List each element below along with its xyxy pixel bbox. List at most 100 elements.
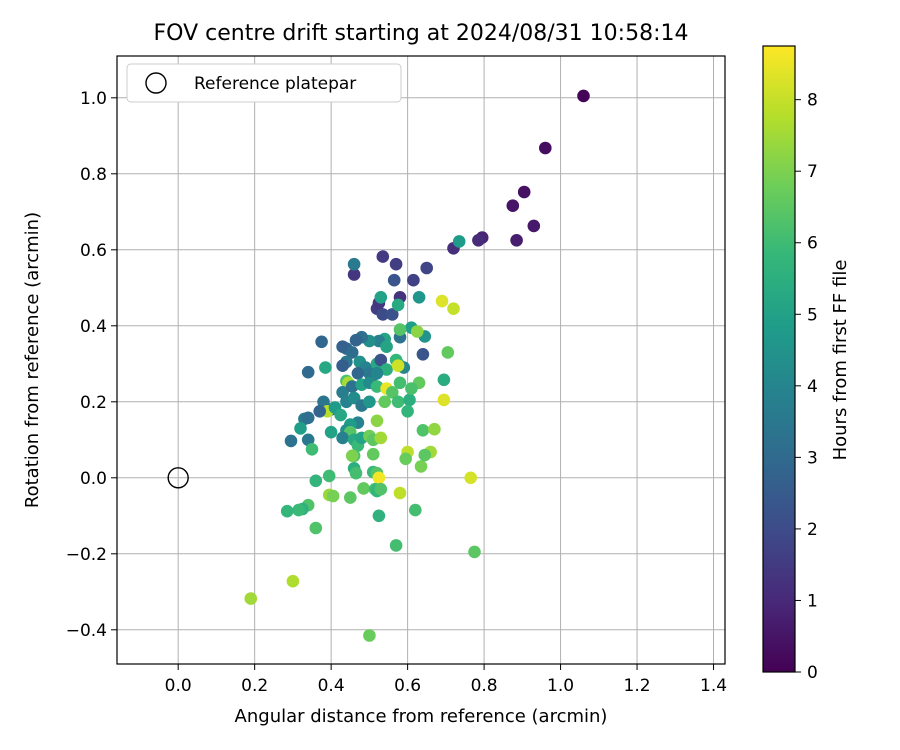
plot-frame bbox=[116, 55, 726, 665]
x-tick-label: 0.0 bbox=[165, 676, 192, 696]
reference-platepar-point bbox=[167, 467, 189, 489]
scatter-point bbox=[374, 482, 388, 496]
scatter-point bbox=[347, 268, 361, 281]
scatter-point bbox=[294, 422, 307, 435]
scatter-point bbox=[416, 424, 430, 437]
colorbar: 0 1 2 3 4 5 6 7 8 Hours from first FF file bbox=[762, 45, 851, 683]
y-tick-label: −0.4 bbox=[66, 621, 107, 641]
scatter-point bbox=[363, 629, 376, 642]
scatter-point bbox=[374, 291, 388, 304]
reference-marker bbox=[167, 467, 189, 489]
scatter-point bbox=[351, 367, 365, 380]
scatter-point bbox=[366, 447, 380, 461]
scatter-point bbox=[437, 393, 451, 407]
scatter-point bbox=[391, 298, 405, 312]
scatter-point bbox=[393, 323, 407, 336]
scatter-point bbox=[441, 346, 455, 359]
scatter-point bbox=[420, 261, 434, 275]
scatter-point bbox=[370, 367, 384, 380]
legend-reference-icon bbox=[145, 72, 167, 94]
x-tick-label: 1.0 bbox=[547, 676, 574, 696]
x-tick-label: 1.4 bbox=[700, 676, 727, 696]
scatter-point bbox=[372, 471, 386, 485]
scatter-point bbox=[301, 365, 315, 379]
x-tick-label: 0.6 bbox=[394, 676, 421, 696]
scatter-point bbox=[386, 308, 399, 321]
colorbar-tick-label: 4 bbox=[807, 377, 818, 397]
colorbar-tick-label: 3 bbox=[807, 448, 818, 468]
grid-lines bbox=[117, 56, 725, 664]
scatter-point bbox=[336, 431, 349, 445]
scatter-point bbox=[393, 376, 407, 390]
legend-box bbox=[126, 63, 402, 103]
scatter-point bbox=[405, 382, 418, 395]
scatter-point bbox=[401, 405, 414, 418]
y-tick-label: 0.0 bbox=[80, 469, 107, 489]
scatter-point bbox=[403, 393, 416, 407]
scatter-point bbox=[370, 380, 384, 393]
scatter-point bbox=[464, 471, 478, 485]
scatter-point bbox=[363, 395, 376, 409]
scatter-point bbox=[414, 460, 428, 473]
scatter-point bbox=[301, 433, 315, 447]
scatter-point bbox=[378, 395, 392, 409]
scatter-point bbox=[407, 273, 420, 287]
x-tick-label: 1.2 bbox=[624, 676, 651, 696]
colorbar-ticks: 0 1 2 3 4 5 6 7 8 bbox=[795, 91, 818, 683]
scatter-point bbox=[345, 380, 359, 393]
scatter-point bbox=[292, 503, 305, 517]
scatter-point bbox=[326, 489, 340, 503]
x-axis-label: Angular distance from reference (arcmin) bbox=[235, 706, 608, 727]
scatter-point bbox=[409, 503, 422, 517]
scatter-point bbox=[387, 273, 401, 287]
x-axis-ticks: 0.0 0.2 0.4 0.6 0.8 1.0 1.2 1.4 bbox=[165, 664, 727, 696]
y-tick-label: 0.2 bbox=[80, 393, 107, 413]
scatter-point bbox=[389, 257, 403, 271]
scatter-point bbox=[577, 89, 590, 103]
y-tick-label: 1.0 bbox=[80, 89, 107, 109]
colorbar-gradient bbox=[762, 45, 796, 673]
scatter-point bbox=[349, 333, 363, 347]
legend: Reference platepar bbox=[126, 63, 402, 103]
scatter-point bbox=[391, 359, 405, 373]
scatter-point bbox=[428, 422, 441, 436]
scatter-point bbox=[322, 469, 336, 483]
data-points bbox=[244, 89, 590, 642]
colorbar-tick-label: 8 bbox=[807, 91, 818, 111]
x-tick-label: 0.8 bbox=[471, 676, 498, 696]
scatter-point bbox=[435, 294, 449, 308]
colorbar-tick-label: 6 bbox=[807, 234, 818, 254]
scatter-point bbox=[374, 353, 388, 367]
scatter-point bbox=[437, 373, 451, 387]
scatter-point bbox=[376, 308, 390, 321]
scatter-point bbox=[447, 302, 460, 316]
scatter-point bbox=[305, 443, 319, 456]
scatter-point bbox=[376, 250, 390, 263]
colorbar-tick-label: 7 bbox=[807, 162, 818, 182]
scatter-point bbox=[313, 405, 327, 418]
scatter-point bbox=[345, 346, 359, 359]
scatter-point bbox=[372, 509, 386, 523]
scatter-point bbox=[334, 408, 348, 422]
scatter-point bbox=[344, 491, 357, 504]
scatter-point bbox=[374, 431, 388, 445]
scatter-point bbox=[319, 361, 332, 374]
x-tick-label: 0.4 bbox=[318, 676, 345, 696]
scatter-point bbox=[391, 395, 405, 409]
scatter-point bbox=[527, 219, 541, 233]
scatter-point bbox=[336, 340, 349, 354]
chart-title: FOV centre drift starting at 2024/08/31 … bbox=[154, 21, 689, 46]
scatter-point bbox=[336, 386, 349, 399]
scatter-point bbox=[347, 257, 361, 271]
scatter-point bbox=[280, 504, 294, 518]
scatter-point bbox=[309, 521, 323, 535]
colorbar-tick-label: 1 bbox=[807, 591, 818, 611]
scatter-point bbox=[336, 359, 349, 373]
scatter-point bbox=[506, 199, 520, 212]
scatter-point bbox=[472, 234, 485, 247]
colorbar-tick-label: 5 bbox=[807, 305, 818, 325]
scatter-point bbox=[416, 348, 430, 361]
scatter-point bbox=[345, 449, 359, 463]
scatter-point bbox=[370, 414, 384, 428]
